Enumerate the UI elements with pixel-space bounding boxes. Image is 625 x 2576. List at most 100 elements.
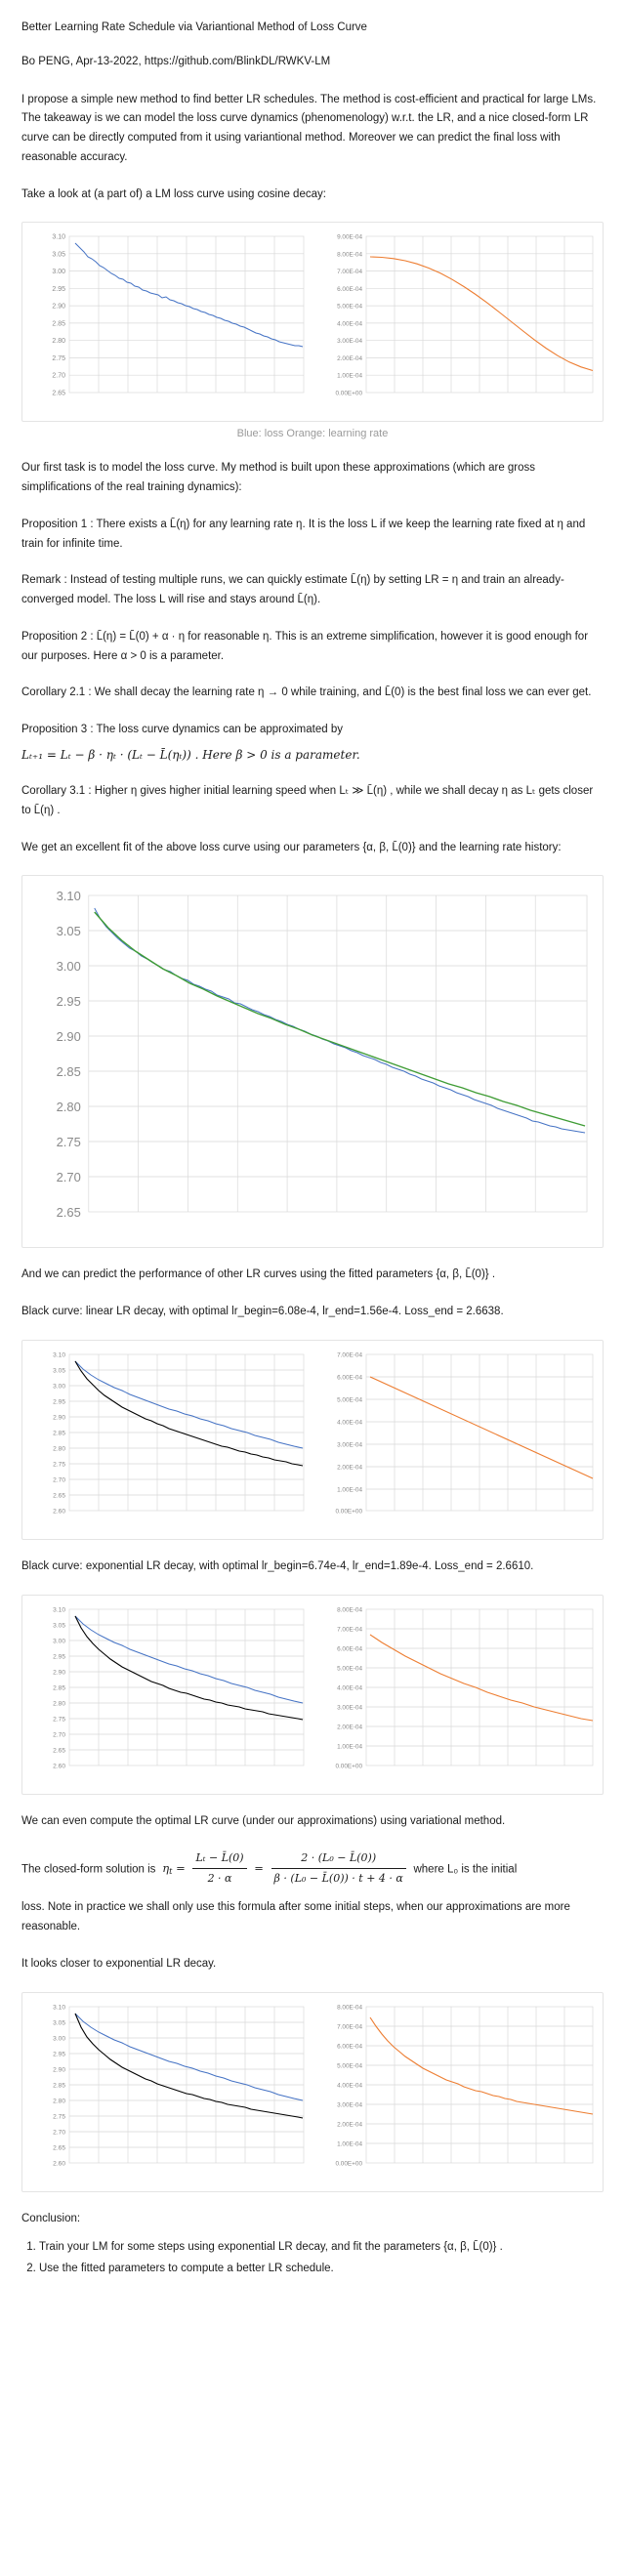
svg-text:2.90: 2.90	[57, 1029, 81, 1044]
svg-text:2.95: 2.95	[53, 2051, 65, 2057]
fraction-numerator: Lₜ − L̄(0)	[195, 1850, 244, 1864]
chart-variational-loss-svg: 3.10 3.05 3.00 2.95 2.90 2.85 2.80 2.75 2.70…	[53, 2004, 305, 2167]
y-axis-ticks: 8.00E-04 7.00E-04 6.00E-04 5.00E-04 4.00E-…	[335, 2004, 362, 2167]
svg-text:6.00E-04: 6.00E-04	[337, 1375, 362, 1382]
svg-text:2.70: 2.70	[53, 1731, 65, 1738]
svg-text:2.95: 2.95	[53, 1399, 65, 1406]
chart-linear-loss-svg: 3.10 3.05 3.00 2.95 2.90 2.85 2.80 2.75 2.70…	[53, 1352, 305, 1516]
conclusion-heading: Conclusion:	[21, 2212, 81, 2224]
svg-text:2.60: 2.60	[53, 2160, 65, 2167]
svg-text:2.80: 2.80	[53, 1446, 65, 1453]
svg-text:1.00E-04: 1.00E-04	[337, 1487, 362, 1494]
predicted-loss-series-line	[74, 1360, 304, 1467]
figure1-caption: Blue: loss Orange: learning rate	[236, 428, 389, 440]
svg-text:0.00E+00: 0.00E+00	[335, 1763, 362, 1769]
predicted-loss-series-line	[74, 1615, 304, 1721]
variational-loss-series-line	[74, 2013, 304, 2119]
fraction-denominator: 2 · α	[192, 1868, 247, 1889]
chart-linear-lr-svg: 7.00E-04 6.00E-04 5.00E-04 4.00E-04 3.00E-…	[335, 1352, 594, 1516]
svg-text:2.65: 2.65	[57, 1205, 81, 1220]
chart-variational-loss: 3.10 3.05 3.00 2.95 2.90 2.85 2.80 2.75 2.70…	[26, 1997, 310, 2187]
chart-exp-lr-svg: 8.00E-04 7.00E-04 6.00E-04 5.00E-04 4.00E-…	[335, 1606, 594, 1769]
intro-paragraph: I propose a simple new method to find be…	[21, 93, 597, 163]
svg-text:4.00E-04: 4.00E-04	[337, 1684, 362, 1691]
gridlines	[68, 2006, 305, 2163]
loss-series-line	[74, 242, 304, 348]
remark: Remark : Instead of testing multiple run…	[21, 574, 564, 606]
svg-text:2.75: 2.75	[53, 1716, 65, 1723]
svg-text:3.05: 3.05	[52, 252, 65, 259]
chart-linear-lr: 7.00E-04 6.00E-04 5.00E-04 4.00E-04 3.00E-…	[315, 1345, 599, 1535]
svg-text:3.00E-04: 3.00E-04	[337, 339, 362, 346]
fraction-first: Lₜ − L̄(0) 2 · α	[188, 1849, 250, 1890]
svg-text:2.00E-04: 2.00E-04	[337, 355, 362, 362]
gridlines	[88, 895, 588, 1213]
svg-text:2.95: 2.95	[57, 994, 81, 1009]
figure-variational: 3.10 3.05 3.00 2.95 2.90 2.85 2.80 2.75 2.70…	[21, 1991, 604, 2192]
chart-variational-lr-svg: 8.00E-04 7.00E-04 6.00E-04 5.00E-04 4.00E-…	[335, 2004, 594, 2167]
svg-text:2.90: 2.90	[53, 1669, 65, 1676]
svg-text:2.95: 2.95	[53, 1653, 65, 1660]
y-axis-ticks: 9.00E-04 8.00E-04 7.00E-04 6.00E-04 5.00E-…	[335, 234, 362, 397]
cosine-loss-series-line	[74, 1615, 304, 1704]
y-axis-ticks: 3.10 3.05 3.00 2.95 2.90 2.85 2.80 2.75 2.70…	[57, 889, 81, 1220]
svg-text:5.00E-04: 5.00E-04	[337, 304, 362, 311]
figure-fit: 3.10 3.05 3.00 2.95 2.90 2.85 2.80 2.75 2.70…	[21, 875, 604, 1249]
corollary-2-1: Corollary 2.1 : We shall decay the learn…	[21, 686, 592, 699]
svg-text:4.00E-04: 4.00E-04	[337, 2082, 362, 2089]
chart-variational-lr: 8.00E-04 7.00E-04 6.00E-04 5.00E-04 4.00E-…	[315, 1997, 599, 2187]
proposition-2: Proposition 2 : L̄(η) = L̄(0) + α · η fo…	[21, 630, 589, 662]
svg-text:2.70: 2.70	[52, 373, 65, 380]
chart-cosine-loss-svg: 3.10 3.05 3.00 2.95 2.90 2.85 2.80 2.75 2.70…	[52, 234, 305, 397]
y-axis-ticks: 3.10 3.05 3.00 2.95 2.90 2.85 2.80 2.75 2.70…	[52, 234, 65, 397]
variational-paragraph: We can even compute the optimal LR curve…	[21, 1814, 506, 1827]
svg-text:2.65: 2.65	[53, 1747, 65, 1754]
y-axis-ticks: 3.10 3.05 3.00 2.95 2.90 2.85 2.80 2.75 2.70…	[53, 2004, 65, 2167]
svg-text:2.85: 2.85	[53, 2082, 65, 2089]
svg-text:0.00E+00: 0.00E+00	[335, 391, 362, 397]
chart-linear-loss: 3.10 3.05 3.00 2.95 2.90 2.85 2.80 2.75 2.70…	[26, 1345, 310, 1535]
svg-text:6.00E-04: 6.00E-04	[337, 1645, 362, 1652]
fitted-loss-series-line	[94, 912, 586, 1128]
svg-text:2.90: 2.90	[52, 304, 65, 311]
svg-text:6.00E-04: 6.00E-04	[337, 286, 362, 293]
svg-text:4.00E-04: 4.00E-04	[337, 1420, 362, 1427]
svg-text:3.05: 3.05	[57, 924, 81, 938]
svg-text:2.75: 2.75	[57, 1135, 81, 1149]
lr-series-line	[369, 2016, 594, 2115]
fraction-second: 2 · (L₀ − L̄(0)) β · (L₀ − L̄(0)) · t + …	[268, 1849, 410, 1890]
svg-text:7.00E-04: 7.00E-04	[337, 1626, 362, 1633]
svg-text:2.75: 2.75	[53, 2113, 65, 2120]
svg-text:2.80: 2.80	[57, 1100, 81, 1114]
chart-cosine-lr-svg: 9.00E-04 8.00E-04 7.00E-04 6.00E-04 5.00E-…	[335, 234, 594, 397]
list-item: Use the fitted parameters to compute a b…	[39, 2260, 604, 2279]
corollary-3-1: Corollary 3.1 : Higher η gives higher in…	[21, 785, 594, 816]
svg-text:3.00: 3.00	[53, 2035, 65, 2042]
svg-text:2.95: 2.95	[52, 286, 65, 293]
svg-text:3.00E-04: 3.00E-04	[337, 2101, 362, 2108]
gridlines	[68, 1353, 305, 1512]
svg-text:8.00E-04: 8.00E-04	[337, 252, 362, 259]
svg-text:3.05: 3.05	[53, 2019, 65, 2026]
svg-text:7.00E-04: 7.00E-04	[337, 1352, 362, 1359]
svg-text:3.00: 3.00	[53, 1384, 65, 1391]
svg-text:2.90: 2.90	[53, 1415, 65, 1422]
svg-text:2.85: 2.85	[53, 1431, 65, 1437]
svg-text:2.90: 2.90	[53, 2066, 65, 2073]
svg-text:3.10: 3.10	[53, 1352, 65, 1359]
figure-cosine-decay: 3.10 3.05 3.00 2.95 2.90 2.85 2.80 2.75 2.70…	[21, 222, 604, 423]
figure-exp-decay: 3.10 3.05 3.00 2.95 2.90 2.85 2.80 2.75 2.70…	[21, 1594, 604, 1795]
svg-text:2.80: 2.80	[53, 1700, 65, 1707]
figure-linear-decay: 3.10 3.05 3.00 2.95 2.90 2.85 2.80 2.75 2.70…	[21, 1340, 604, 1540]
predict-lead: And we can predict the performance of ot…	[21, 1268, 496, 1281]
svg-text:2.70: 2.70	[53, 2129, 65, 2136]
gridlines	[68, 1608, 305, 1766]
svg-text:1.00E-04: 1.00E-04	[337, 373, 362, 380]
closed-form-suffix: where L₀ is the initial	[413, 1862, 518, 1875]
closed-form-equation: ηt = Lₜ − L̄(0) 2 · α = 2 · (L₀ − L̄(0))…	[159, 1851, 414, 1885]
svg-text:2.00E-04: 2.00E-04	[337, 1724, 362, 1730]
chart-fit-svg: 3.10 3.05 3.00 2.95 2.90 2.85 2.80 2.75 2.70…	[57, 889, 588, 1220]
svg-text:2.65: 2.65	[52, 391, 65, 397]
cosine-loss-series-line	[74, 2013, 304, 2101]
svg-text:5.00E-04: 5.00E-04	[337, 2062, 362, 2069]
